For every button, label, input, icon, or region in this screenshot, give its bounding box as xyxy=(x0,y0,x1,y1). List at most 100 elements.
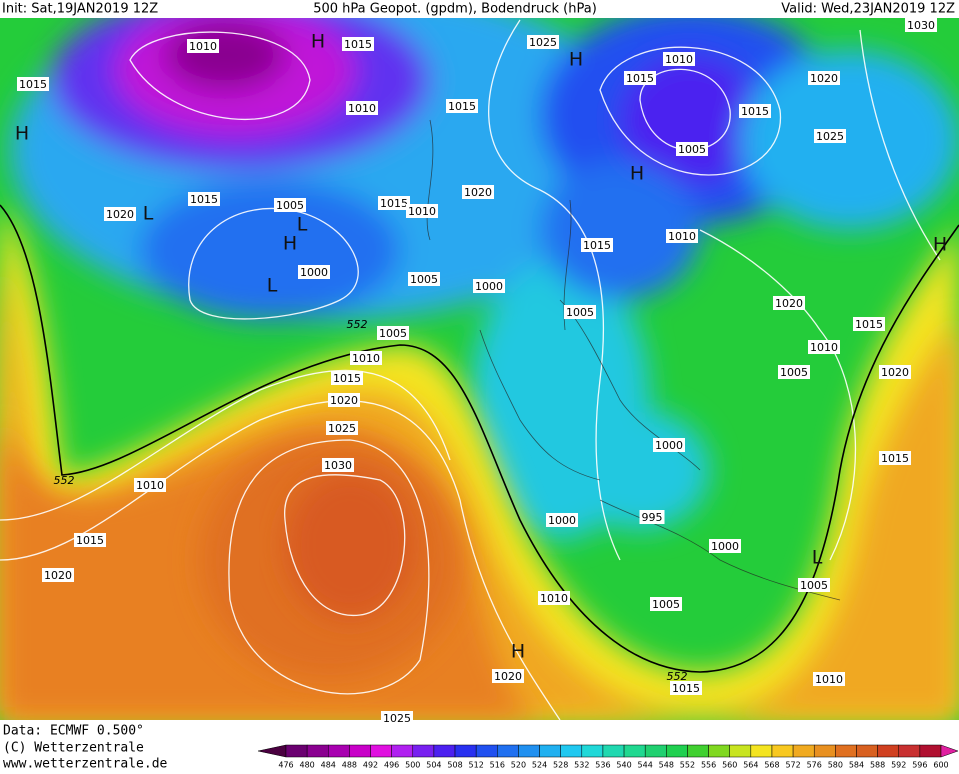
isobar-label: 1015 xyxy=(190,193,218,206)
isobar-label: 1005 xyxy=(410,273,438,286)
isobar-label: 1000 xyxy=(711,540,739,553)
isobar-label-bg xyxy=(17,77,49,91)
isobar-label-bg xyxy=(798,578,830,592)
isobar-label: 1005 xyxy=(780,366,808,379)
isobar-label-bg xyxy=(814,129,846,143)
colorbar-swatch xyxy=(919,744,942,758)
isobar-label-bg xyxy=(546,513,578,527)
colorbar-tick-label: 540 xyxy=(616,761,631,770)
isobar-label: 1005 xyxy=(566,306,594,319)
colorbar-swatch xyxy=(518,744,540,758)
isobar-label-bg xyxy=(381,711,413,725)
isobar-label: 1005 xyxy=(678,143,706,156)
isobar-label: 1010 xyxy=(810,341,838,354)
isobar-label-bg xyxy=(326,421,358,435)
colorbar-tick-label: 600 xyxy=(933,761,948,770)
isobar-label: 1030 xyxy=(907,19,935,32)
colorbar-swatch xyxy=(412,744,435,758)
colorbar-swatch xyxy=(792,744,815,758)
isobar-label-bg xyxy=(377,326,409,340)
isobar-label-bg xyxy=(328,393,360,407)
map-title: 500 hPa Geopot. (gpdm), Bodendruck (hPa) xyxy=(313,2,597,17)
isobar-label-bg xyxy=(42,568,74,582)
isobar-label-bg xyxy=(879,451,911,465)
isobar-label: 1010 xyxy=(348,102,376,115)
colorbar-tick-label: 508 xyxy=(447,761,462,770)
pressure-center: H xyxy=(15,123,29,145)
colorbar-tick-label: 500 xyxy=(405,761,420,770)
colorbar-swatch xyxy=(285,744,308,758)
isobar-label-bg xyxy=(813,672,845,686)
colorbar-swatch xyxy=(454,744,477,758)
colorbar-tick-label: 592 xyxy=(891,761,906,770)
isobar-label: 1015 xyxy=(380,197,408,210)
isobar-label: 1010 xyxy=(540,592,568,605)
isobar-label: 995 xyxy=(642,511,663,524)
colorbar-tick-label: 572 xyxy=(785,761,800,770)
colorbar-swatch xyxy=(560,744,583,758)
isobar-label-bg xyxy=(808,340,840,354)
pressure-center: H xyxy=(569,49,583,71)
colorbar-swatch xyxy=(623,744,646,758)
colorbar-swatch xyxy=(708,744,730,758)
isobar-label-bg xyxy=(778,365,810,379)
isobar-label: 1015 xyxy=(626,72,654,85)
isobar-label: 1000 xyxy=(548,514,576,527)
colorbar-tick-label: 528 xyxy=(553,761,568,770)
pressure-center: H xyxy=(933,234,947,256)
isobar-label-bg xyxy=(666,229,698,243)
isobar-label-bg xyxy=(709,539,741,553)
contour-label: 552 xyxy=(347,318,368,331)
colorbar-swatch xyxy=(306,744,329,758)
colorbar-swatch xyxy=(666,744,688,758)
isobar-label-bg xyxy=(104,207,136,221)
colorbar-tick-label: 564 xyxy=(743,761,758,770)
isobar-label-bg xyxy=(342,37,374,51)
isobar-label-bg xyxy=(739,104,771,118)
colorbar-arrow xyxy=(257,744,287,758)
colorbar-tick-label: 492 xyxy=(363,761,378,770)
isobar-label-bg xyxy=(187,39,219,53)
colorbar-tick-label: 476 xyxy=(278,761,293,770)
colorbar-swatch xyxy=(729,744,752,758)
isobar-label: 1020 xyxy=(106,208,134,221)
copyright: (C) Wetterzentrale xyxy=(3,741,144,756)
pressure-center: L xyxy=(297,214,308,236)
colorbar-tick-label: 488 xyxy=(342,761,357,770)
contour-label: 552 xyxy=(667,670,688,683)
isobar-label: 1010 xyxy=(665,53,693,66)
colorbar-tick-label: 524 xyxy=(532,761,547,770)
isobar-label: 1015 xyxy=(448,100,476,113)
colorbar-swatch xyxy=(328,744,350,758)
isobar-label-bg xyxy=(564,305,596,319)
colorbar-swatch xyxy=(898,744,921,758)
colorbar-swatch xyxy=(602,744,625,758)
colorbar-swatch xyxy=(750,744,773,758)
colorbar-tick-label: 584 xyxy=(849,761,864,770)
isobar-label-bg xyxy=(905,18,937,32)
colorbar-swatch xyxy=(497,744,519,758)
colorbar-tick-label: 532 xyxy=(574,761,589,770)
valid-time: Valid: Wed,23JAN2019 12Z xyxy=(781,2,955,17)
colorbar-swatch xyxy=(877,744,899,758)
isobar-label: 1025 xyxy=(328,422,356,435)
isobar-label-bg xyxy=(473,279,505,293)
isobar-label: 1025 xyxy=(383,712,411,725)
isobar-label-bg xyxy=(639,510,665,524)
isobar-label: 1015 xyxy=(333,372,361,385)
isobar-label: 1025 xyxy=(816,130,844,143)
isobar-label: 1020 xyxy=(881,366,909,379)
isobar-label: 1010 xyxy=(815,673,843,686)
isobar-label: 1015 xyxy=(881,452,909,465)
isobar-label-bg xyxy=(408,272,440,286)
colorbar-tick-label: 560 xyxy=(722,761,737,770)
pressure-center: H xyxy=(630,163,644,185)
isobar-label: 1020 xyxy=(494,670,522,683)
isobar-label-bg xyxy=(134,478,166,492)
isobar-label-bg xyxy=(74,533,106,547)
colorbar-tick-label: 480 xyxy=(299,761,314,770)
colorbar-tick-label: 512 xyxy=(469,761,484,770)
colorbar-swatch xyxy=(835,744,857,758)
pressure-center: L xyxy=(812,547,823,569)
